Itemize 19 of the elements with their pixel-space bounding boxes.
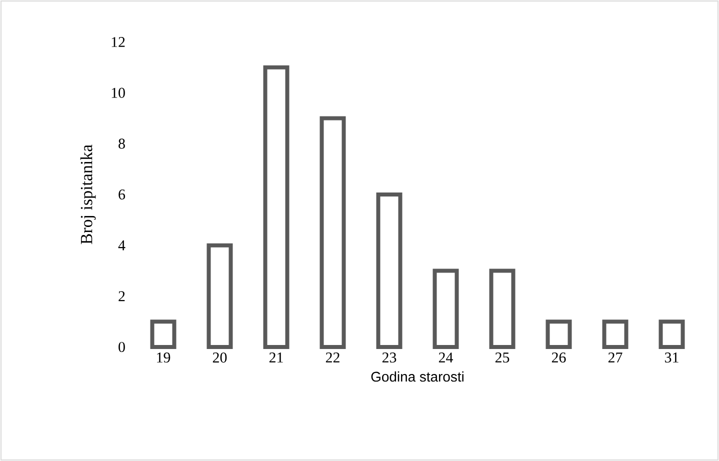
x-axis-title: Godina starosti — [371, 371, 464, 382]
x-tick-label: 26 — [552, 352, 566, 363]
x-tick-label: 22 — [326, 352, 340, 362]
y-tick-label: 0 — [118, 342, 125, 352]
x-tick-label: 31 — [665, 352, 678, 363]
y-tick-label: 2 — [118, 291, 125, 302]
x-tick-label: 21 — [269, 352, 283, 362]
y-tick-label: 12 — [112, 37, 125, 47]
x-tick-label: 24 — [438, 352, 453, 362]
y-tick-label: 8 — [118, 138, 125, 149]
x-tick-label: 27 — [608, 352, 622, 362]
y-tick-label: 4 — [118, 240, 126, 250]
x-tick-label: 23 — [382, 352, 396, 363]
x-tick-label: 25 — [495, 352, 510, 363]
y-tick-label: 10 — [112, 88, 125, 98]
x-tick-label: 20 — [212, 352, 227, 363]
y-axis-title: Broj ispitanika — [80, 144, 96, 244]
y-tick-label: 6 — [118, 189, 126, 200]
x-tick-label: 19 — [157, 352, 170, 363]
